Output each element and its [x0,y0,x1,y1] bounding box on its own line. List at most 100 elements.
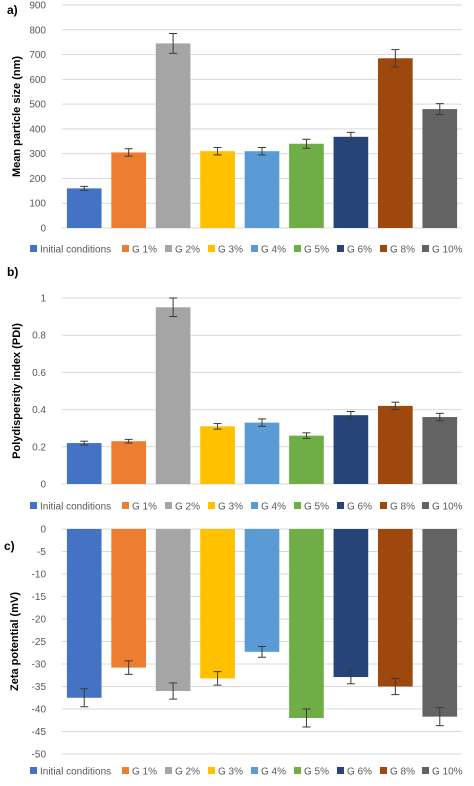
legend-swatch [380,502,387,509]
legend-label: G 2% [175,245,200,256]
legend-label: G 2% [175,502,200,513]
y-tick-label: -5 [37,547,46,558]
legend-swatch [294,502,301,509]
y-tick-label: 0.8 [32,331,46,342]
y-axis-title: Mean particle size (nm) [11,56,23,177]
legend-label: G 8% [390,245,415,256]
panel-label: a) [7,3,18,17]
bar-9 [422,109,458,228]
legend-label: G 10% [432,245,463,256]
bar-5 [244,422,280,484]
legend-label: G 8% [390,767,415,778]
y-tick-label: 300 [29,149,46,160]
y-axis-title: Zeta potential (mV) [9,592,21,691]
y-tick-label: -25 [32,637,47,648]
chart-panel-3: c) 0 -5 -10 -15 -20 -25 -30 -35 -40 -45 -50 Zeta pot… [4,525,463,778]
legend-swatch [122,767,129,774]
legend-label: G 2% [175,767,200,778]
y-tick-label: 700 [29,50,46,61]
y-tick-label: -45 [32,727,47,738]
legend-label: G 8% [390,502,415,513]
y-tick-label: -10 [32,570,47,581]
legend-label: G 5% [304,245,329,256]
legend-label: G 10% [432,502,463,513]
chart-panel-2: b) 0 0.2 0.4 0.6 0.8 1 Polydispersity index (PD… [7,265,463,513]
bar-8 [378,529,413,687]
y-tick-label: 0.6 [32,368,46,379]
legend-swatch [294,767,301,774]
bar-1 [66,188,102,228]
y-tick-label: -40 [32,705,47,716]
bar-1 [66,443,102,484]
legend-label: G 3% [218,502,243,513]
y-tick-label: 0 [40,525,46,536]
y-tick-label: 100 [29,199,46,210]
legend-swatch [165,245,172,252]
legend-label: G 1% [132,245,157,256]
legend-label: G 5% [304,502,329,513]
bar-5 [244,529,280,652]
y-tick-label: -50 [32,750,47,761]
bar-2 [111,529,146,668]
bar-3 [155,529,191,691]
bar-2 [111,152,146,228]
legend-label: G 4% [261,245,286,256]
legend-label: G 5% [304,767,329,778]
y-tick-label: 600 [29,75,46,86]
legend-swatch [422,767,429,774]
bar-5 [244,151,280,228]
legend-swatch [208,245,215,252]
legend-label: G 6% [347,502,372,513]
bar-8 [378,405,413,484]
legend-label: Initial conditions [40,245,111,256]
legend-swatch [30,502,37,509]
legend-label: G 10% [432,767,463,778]
y-tick-label: 1 [40,294,46,305]
legend-swatch [122,502,129,509]
legend-swatch [122,245,129,252]
bar-4 [200,151,235,228]
y-tick-label: 400 [29,124,46,135]
legend-label: G 3% [218,767,243,778]
y-tick-label: 0.2 [32,442,46,453]
legend-swatch [251,767,258,774]
y-tick-label: -30 [32,660,47,671]
y-tick-label: 0.4 [32,405,46,416]
legend-label: Initial conditions [40,767,111,778]
bar-4 [200,426,235,484]
legend-swatch [165,767,172,774]
bar-9 [422,417,458,484]
y-tick-label: -15 [32,592,47,603]
bar-7 [333,136,369,228]
legend-swatch [251,502,258,509]
bar-6 [289,435,324,484]
legend-swatch [208,502,215,509]
panel-label: b) [7,265,18,279]
bar-6 [289,529,324,718]
legend-swatch [422,245,429,252]
bar-7 [333,415,369,484]
legend-swatch [380,245,387,252]
y-tick-label: 0 [40,224,46,235]
legend-label: Initial conditions [40,502,111,513]
y-tick-label: 900 [29,1,46,12]
bar-3 [155,307,191,484]
legend-swatch [337,245,344,252]
legend-swatch [380,767,387,774]
legend-swatch [208,767,215,774]
legend-swatch [251,245,258,252]
y-tick-label: 500 [29,100,46,111]
legend-swatch [294,245,301,252]
legend-label: G 3% [218,245,243,256]
y-tick-label: 0 [40,480,46,491]
legend-swatch [422,502,429,509]
bar-6 [289,143,324,228]
y-tick-label: 200 [29,174,46,185]
bar-2 [111,441,146,484]
bar-8 [378,58,413,229]
legend-swatch [165,502,172,509]
legend-label: G 6% [347,767,372,778]
legend-swatch [30,245,37,252]
